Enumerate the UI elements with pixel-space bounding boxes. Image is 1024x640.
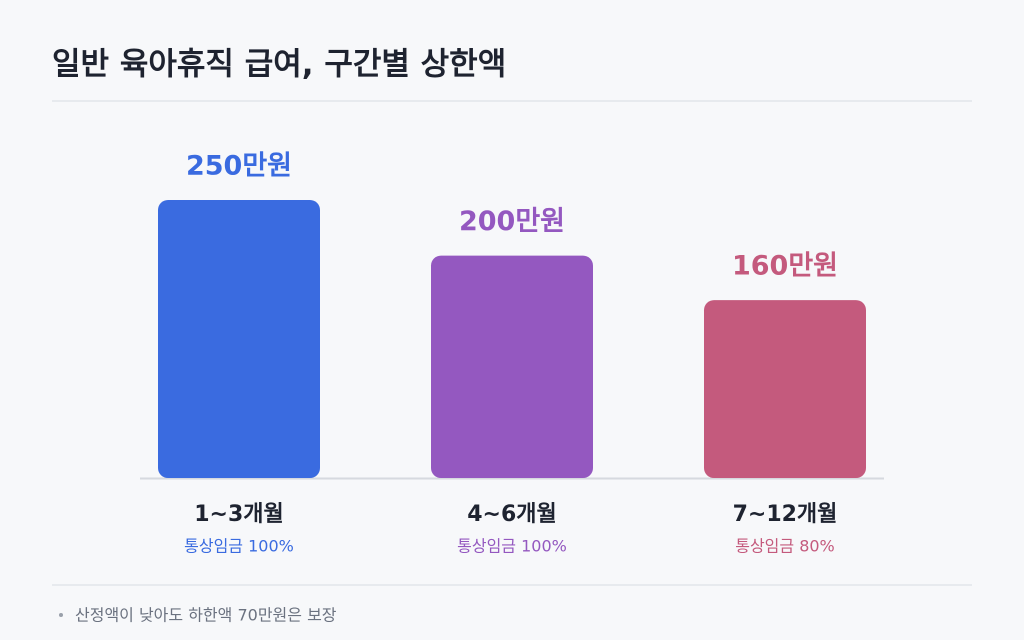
category-note: 통상임금 80% (735, 537, 835, 556)
x-tick-label: 7~12개월 (733, 502, 838, 527)
value-label: 250만원 (186, 151, 292, 182)
bar (158, 200, 320, 478)
bar (431, 255, 593, 478)
category-note: 통상임금 100% (184, 537, 294, 556)
footnote: 산정액이 낮아도 하한액 70만원은 보장 (75, 606, 337, 625)
value-label: 160만원 (732, 251, 838, 282)
chart-title: 일반 육아휴직 급여, 구간별 상한액 (52, 47, 506, 83)
x-tick-label: 1~3개월 (194, 502, 284, 527)
bullet (59, 613, 63, 617)
value-label: 200만원 (459, 206, 565, 237)
category-note: 통상임금 100% (457, 537, 567, 556)
bar (704, 300, 866, 478)
x-tick-label: 4~6개월 (467, 502, 557, 527)
